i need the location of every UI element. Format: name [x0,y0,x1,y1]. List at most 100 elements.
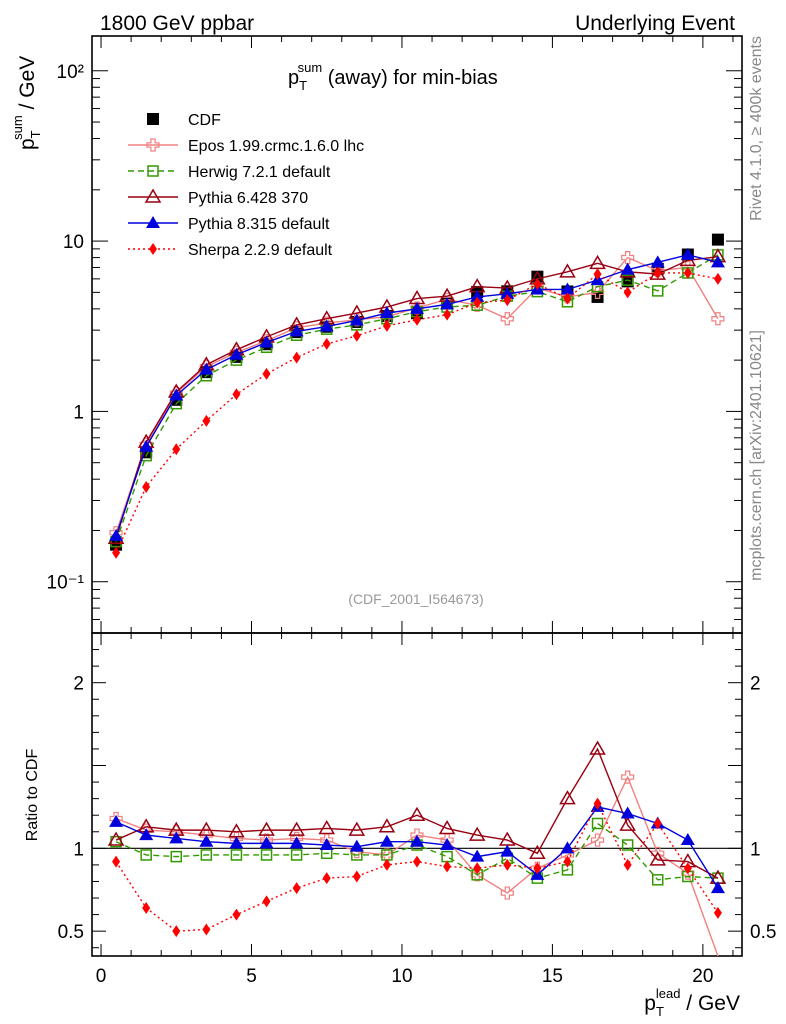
legend-marker-epos-1-99-crmc-1-6-0-lhc [146,138,160,152]
ratio-point-sherpa-2-2-9-default [262,895,271,908]
ratio-point-sherpa-2-2-9-default [142,901,151,914]
legend: CDF Epos 1.99.crmc.1.6.0 lhc Herwig 7.2.1 … [128,112,364,259]
point-epos-1-99-crmc-1-6-0-lhc [621,250,635,265]
y-tick-label: 10⁻¹ [47,573,85,594]
series-main [107,233,727,559]
ratio-y-tick-label: 2 [73,674,84,695]
point-pythia-8-315-default [710,255,725,268]
point-pythia-8-315-default [199,362,214,375]
legend-label-pythia-8-315-default: Pythia 8.315 default [188,216,330,233]
ratio-point-pythia-8-315-default [710,881,725,894]
ratio-point-pythia-8-315-default [440,838,455,851]
point-pythia-8-315-default [620,262,635,275]
legend-marker-cdf [147,113,159,125]
ratio-point-sherpa-2-2-9-default [503,858,512,871]
legend-label-herwig-7-2-1-default: Herwig 7.2.1 default [188,164,331,181]
point-pythia-8-315-default [680,247,695,260]
ratio-point-pythia-8-315-default [410,834,424,847]
ratio-point-pythia-6-428-370 [318,819,336,835]
point-sherpa-2-2-9-default [172,443,181,456]
rivet-label: Rivet 4.1.0, ≥ 400k events [748,36,765,221]
point-pythia-8-315-default [650,255,665,268]
ratio-point-herwig-7-2-1-default [621,839,634,851]
ratio-point-sherpa-2-2-9-default [112,855,121,868]
point-pythia-8-315-default [229,347,244,360]
analysis-id: (CDF_2001_I564673) [348,591,483,607]
point-sherpa-2-2-9-default [563,292,572,305]
ratio-point-pythia-6-428-370 [228,823,245,838]
ratio-point-herwig-7-2-1-default [441,850,453,863]
ratio-y-tick-label: 0.5 [58,922,84,943]
point-pythia-8-315-default [109,528,124,541]
point-pythia-6-428-370 [559,263,576,278]
ratio-point-herwig-7-2-1-default [170,850,183,863]
point-pythia-8-315-default [560,282,575,295]
ratio-point-pythia-8-315-default [680,833,695,846]
ratio-point-pythia-6-428-370 [649,851,667,866]
ratio-point-sherpa-2-2-9-default [382,858,391,871]
ratio-point-epos-1-99-crmc-1-6-0-lhc [590,833,605,847]
ratio-y-tick-label-right: 1 [750,839,761,860]
title-sup: sum [298,60,323,75]
point-sherpa-2-2-9-default [413,313,421,326]
ratio-point-sherpa-2-2-9-default [232,908,241,921]
point-herwig-7-2-1-default [651,285,664,297]
ratio-point-epos-1-99-crmc-1-6-0-lhc [621,770,635,784]
ratio-point-pythia-8-315-default [349,839,364,852]
point-sherpa-2-2-9-default [232,388,241,401]
point-epos-1-99-crmc-1-6-0-lhc [500,312,514,326]
ratio-point-pythia-8-315-default [620,806,635,819]
point-pythia-8-315-default [349,313,364,326]
ratio-point-herwig-7-2-1-default [230,849,243,861]
ratio-point-pythia-8-315-default [199,834,214,847]
ratio-point-pythia-8-315-default [319,838,334,851]
point-pythia-8-315-default [139,439,154,452]
x-tick-label: 15 [542,966,563,987]
ratio-point-herwig-7-2-1-default [651,874,664,886]
legend-marker-pythia-8-315-default [146,216,160,228]
mcplots-label: mcplots.cern.ch [arXiv:2401.10621] [748,330,765,581]
ylabel-p: p [16,138,39,150]
xlabel-sub: T [656,1004,664,1019]
point-sherpa-2-2-9-default [503,294,512,307]
legend-label-cdf: CDF [188,112,221,129]
ylabel-sub: T [28,130,43,138]
point-sherpa-2-2-9-default [292,351,301,364]
point-pythia-8-315-default [289,324,304,337]
ratio-point-pythia-8-315-default [289,836,304,849]
point-sherpa-2-2-9-default [533,277,542,290]
ratio-point-sherpa-2-2-9-default [352,870,361,883]
ratio-point-pythia-8-315-default [169,831,184,844]
ratio-line-pythia-6-428-370 [115,747,719,879]
ratio-point-sherpa-2-2-9-default [443,860,452,873]
ratio-point-epos-1-99-crmc-1-6-0-lhc [380,848,394,862]
ratio-point-sherpa-2-2-9-default [413,855,421,868]
ylabel-unit: / GeV [16,56,39,116]
ratio-point-pythia-6-428-370 [378,818,396,833]
ratio-point-herwig-7-2-1-default [290,849,303,861]
y-axis-label: pTsum / GeV [10,56,43,150]
point-sherpa-2-2-9-default [443,308,452,321]
ratio-point-epos-1-99-crmc-1-6-0-lhc [470,868,484,882]
axis-ticks [92,36,742,956]
point-pythia-8-315-default [259,335,274,348]
point-pythia-8-315-default [470,289,485,302]
ratio-point-sherpa-2-2-9-default [172,925,181,938]
legend-marker-sherpa-2-2-9-default [149,243,157,255]
legend-label-epos-1-99-crmc-1-6-0-lhc: Epos 1.99.crmc.1.6.0 lhc [188,138,364,155]
svg-text:pTsum / GeV: pTsum / GeV [10,56,43,150]
y-tick-label: 10 [63,232,84,253]
point-epos-1-99-crmc-1-6-0-lhc [711,312,725,326]
ratio-point-pythia-8-315-default [229,836,244,849]
ratio-point-pythia-8-315-default [500,844,515,857]
point-pythia-8-315-default [500,286,515,299]
ratio-point-pythia-8-315-default [379,834,394,847]
ratio-point-pythia-6-428-370 [619,816,636,831]
ratio-point-herwig-7-2-1-default [260,849,273,861]
point-pythia-6-428-370 [589,254,606,270]
point-epos-1-99-crmc-1-6-0-lhc [560,290,575,304]
ratio-point-pythia-6-428-370 [559,790,576,805]
xlabel-p: p [644,992,656,1015]
ratio-point-pythia-8-315-default [259,836,274,849]
y-tick-label: 10² [57,62,84,83]
